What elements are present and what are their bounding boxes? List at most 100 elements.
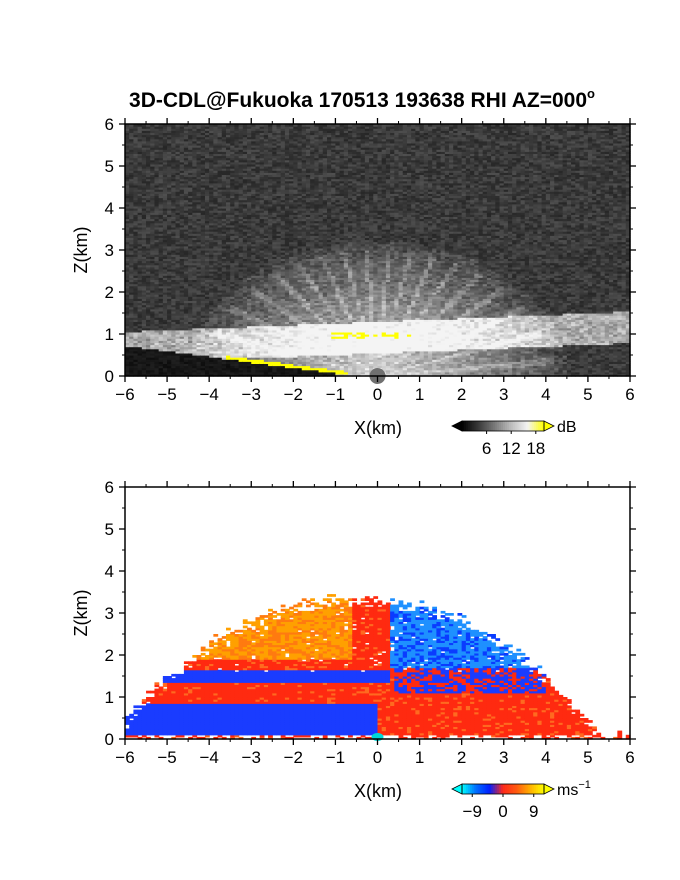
heatmap-cell bbox=[162, 176, 168, 180]
heatmap-cell bbox=[162, 294, 168, 297]
heatmap-cell bbox=[141, 168, 147, 171]
heatmap-cell bbox=[141, 258, 147, 262]
heatmap-cell bbox=[158, 260, 164, 264]
heatmap-cell bbox=[133, 229, 139, 232]
heatmap-cell bbox=[154, 245, 160, 249]
heatmap-cell bbox=[154, 266, 160, 270]
heatmap-cell bbox=[154, 241, 160, 245]
heatmap-cell bbox=[141, 292, 147, 295]
heatmap-cell bbox=[162, 313, 168, 316]
heatmap-cell bbox=[137, 287, 143, 291]
heatmap-cell bbox=[133, 128, 139, 131]
heatmap-cell bbox=[133, 287, 139, 291]
heatmap-cell bbox=[162, 187, 168, 190]
heatmap-cell bbox=[154, 218, 160, 222]
heatmap-cell bbox=[146, 138, 151, 142]
heatmap-cell bbox=[154, 319, 160, 322]
heatmap-cell bbox=[154, 342, 160, 346]
heatmap-cell bbox=[158, 268, 164, 272]
heatmap-cell bbox=[125, 205, 130, 209]
heatmap-cell bbox=[167, 245, 172, 249]
heatmap-cell bbox=[141, 355, 147, 358]
heatmap-cell bbox=[162, 189, 168, 192]
heatmap-cell bbox=[154, 214, 160, 217]
heatmap-cell bbox=[137, 363, 143, 367]
heatmap-cell bbox=[133, 313, 139, 316]
heatmap-cell bbox=[146, 323, 151, 327]
heatmap-cell bbox=[133, 350, 139, 354]
heatmap-cell bbox=[150, 155, 156, 159]
heatmap-cell bbox=[146, 134, 151, 138]
heatmap-cell bbox=[146, 260, 151, 264]
heatmap-cell bbox=[150, 166, 156, 169]
heatmap-cell bbox=[125, 231, 130, 234]
heatmap-cell bbox=[125, 344, 130, 348]
heatmap-cell bbox=[158, 172, 164, 175]
heatmap-cell bbox=[141, 281, 147, 285]
heatmap-cell bbox=[133, 292, 139, 295]
heatmap-cell bbox=[146, 229, 151, 232]
heatmap-cell bbox=[162, 155, 168, 159]
heatmap-cell bbox=[167, 224, 172, 228]
heatmap-cell bbox=[129, 277, 135, 280]
heatmap-cell bbox=[125, 159, 130, 163]
heatmap-cell bbox=[158, 363, 164, 367]
heatmap-cell bbox=[125, 245, 130, 249]
heatmap-cell bbox=[158, 285, 164, 289]
heatmap-cell bbox=[133, 369, 139, 373]
heatmap-cell bbox=[154, 340, 160, 343]
heatmap-cell bbox=[125, 224, 130, 228]
heatmap-cell bbox=[133, 241, 139, 245]
heatmap-cell bbox=[129, 149, 135, 152]
heatmap-cell bbox=[125, 346, 130, 350]
heatmap-cell bbox=[158, 212, 164, 215]
heatmap-cell bbox=[141, 239, 147, 243]
heatmap-cell bbox=[133, 176, 139, 180]
heatmap-cell bbox=[167, 319, 172, 322]
heatmap-cell bbox=[146, 226, 151, 230]
heatmap-cell bbox=[154, 361, 160, 364]
heatmap-cell bbox=[125, 237, 130, 241]
heatmap-cell bbox=[141, 149, 147, 152]
heatmap-cell bbox=[158, 136, 164, 140]
heatmap-cell bbox=[154, 310, 160, 314]
heatmap-cell bbox=[125, 222, 130, 226]
heatmap-cell bbox=[125, 193, 130, 196]
heatmap-cell bbox=[137, 176, 143, 180]
heatmap-cell bbox=[158, 321, 164, 325]
heatmap-cell bbox=[154, 174, 160, 178]
heatmap-cell bbox=[146, 365, 151, 369]
heatmap-cell bbox=[133, 149, 139, 152]
heatmap-cell bbox=[133, 363, 139, 367]
heatmap-cell bbox=[137, 124, 143, 127]
heatmap-cell bbox=[129, 296, 135, 299]
heatmap-cell bbox=[150, 329, 156, 333]
heatmap-cell bbox=[133, 124, 139, 127]
heatmap-cell bbox=[129, 199, 135, 203]
heatmap-cell bbox=[133, 147, 139, 150]
heatmap-cell bbox=[141, 218, 147, 222]
heatmap-cell bbox=[125, 336, 130, 339]
heatmap-cell bbox=[125, 199, 130, 203]
heatmap-cell bbox=[154, 281, 160, 285]
heatmap-cell bbox=[137, 147, 143, 150]
heatmap-cell bbox=[137, 161, 143, 165]
heatmap-cell bbox=[162, 235, 168, 238]
heatmap-cell bbox=[146, 266, 151, 270]
heatmap-cell bbox=[129, 132, 135, 136]
heatmap-cell bbox=[129, 210, 135, 213]
heatmap-cell bbox=[167, 277, 172, 280]
heatmap-cell bbox=[150, 273, 156, 276]
heatmap-cell bbox=[133, 300, 139, 304]
heatmap-cell bbox=[146, 352, 151, 356]
heatmap-cell bbox=[125, 325, 130, 329]
heatmap-cell bbox=[167, 308, 172, 312]
heatmap-cell bbox=[162, 197, 168, 201]
heatmap-cell bbox=[125, 182, 130, 186]
heatmap-cell bbox=[167, 340, 172, 343]
heatmap-cell bbox=[125, 275, 130, 278]
heatmap-cell bbox=[158, 182, 164, 186]
heatmap-cell bbox=[146, 277, 151, 280]
heatmap-cell bbox=[154, 153, 160, 157]
heatmap-cell bbox=[150, 352, 156, 356]
